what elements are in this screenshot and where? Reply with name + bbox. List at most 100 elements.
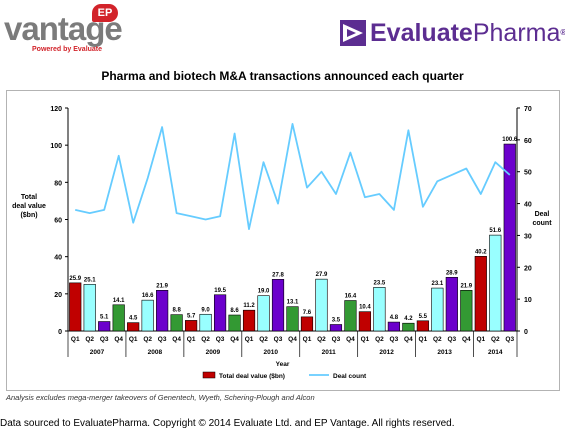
bar-q2 <box>489 234 502 332</box>
bar-q1 <box>242 309 256 332</box>
bar-q3 <box>213 294 227 332</box>
bar-q1 <box>127 322 140 332</box>
bar-value-label: 21.9 <box>460 283 472 289</box>
copyright-notice: Data sourced to EvaluatePharma. Copyrigh… <box>0 418 455 429</box>
bar-value-label: 8.8 <box>172 308 181 314</box>
bar-q2 <box>373 287 386 332</box>
bar-value-label: 19.0 <box>258 289 270 295</box>
x-tick-label: Q1 <box>419 336 428 343</box>
bar-q1 <box>185 320 198 332</box>
x-tick-label: Q3 <box>390 336 399 343</box>
legend-label-deal-value: Total deal value ($bn) <box>219 373 285 380</box>
bar-value-label: 5.5 <box>419 314 428 320</box>
bar-value-label: 13.1 <box>287 300 299 306</box>
bar-q3 <box>445 276 458 332</box>
evaluatepharma-wordmark: EvaluatePharma® <box>370 19 565 47</box>
bar-q4 <box>344 300 357 332</box>
x-tick-label: Q4 <box>230 336 239 343</box>
x-tick-label: Q3 <box>332 336 341 343</box>
bar-q4 <box>112 304 125 332</box>
x-tick-label: Q2 <box>433 336 442 343</box>
evaluatepharma-logo: EvaluatePharma® <box>340 18 565 52</box>
bar-q3 <box>503 143 516 332</box>
bar-q2 <box>315 278 328 332</box>
bar-q1 <box>474 255 487 332</box>
y2-tick-label: 30 <box>524 233 532 240</box>
y-tick-label: 0 <box>58 329 62 336</box>
x-tick-label: Q3 <box>274 336 283 343</box>
y-axis-title: ($bn) <box>20 212 37 219</box>
bar-value-label: 5.1 <box>100 315 109 321</box>
year-label: 2009 <box>206 349 221 356</box>
bar-value-label: 14.1 <box>113 298 125 304</box>
year-label: 2010 <box>264 349 279 356</box>
bar-q4 <box>402 322 415 332</box>
x-tick-label: Q1 <box>303 336 312 343</box>
bar-value-label: 40.2 <box>475 249 487 255</box>
x-axis-title: Year <box>276 361 290 368</box>
x-tick-label: Q2 <box>259 336 268 343</box>
y2-tick-label: 20 <box>524 265 532 272</box>
x-tick-label: Q2 <box>85 336 94 343</box>
y2-axis-title: Deal <box>535 211 550 218</box>
x-tick-label: Q1 <box>245 336 254 343</box>
x-tick-label: Q3 <box>505 336 514 343</box>
bar-q2 <box>141 299 154 332</box>
x-tick-label: Q4 <box>288 336 297 343</box>
x-tick-label: Q4 <box>346 336 355 343</box>
bar-value-label: 4.8 <box>390 315 399 321</box>
y-tick-label: 20 <box>54 292 62 299</box>
bar-value-label: 9.0 <box>201 307 210 313</box>
y2-axis-title: count <box>532 220 552 227</box>
bar-q4 <box>286 306 299 332</box>
bar-q2 <box>431 287 444 332</box>
y-axis-title: deal value <box>12 203 46 210</box>
bar-value-label: 4.2 <box>404 316 413 322</box>
bar-q1 <box>69 282 82 332</box>
x-tick-label: Q1 <box>187 336 196 343</box>
year-label: 2013 <box>437 349 452 356</box>
bar-value-label: 51.6 <box>489 228 501 234</box>
evaluate-mark-icon <box>340 20 366 46</box>
bar-value-label: 100.6 <box>502 137 518 143</box>
bar-value-label: 23.5 <box>374 280 386 286</box>
x-tick-label: Q3 <box>447 336 456 343</box>
bar-value-label: 19.5 <box>214 288 226 294</box>
bar-value-label: 5.7 <box>187 313 196 319</box>
y-axis-title: Total <box>21 194 37 201</box>
bar-q2 <box>257 295 270 332</box>
y-tick-label: 80 <box>54 180 62 187</box>
bar-value-label: 25.9 <box>69 276 81 282</box>
x-tick-label: Q2 <box>201 336 210 343</box>
y-tick-label: 120 <box>50 106 62 113</box>
bar-q1 <box>416 320 429 332</box>
x-tick-label: Q3 <box>158 336 167 343</box>
chart-frame: 0 20 40 60 80 100 120 0 10 20 30 40 50 60 70 25.9 Q1 25.1… <box>6 90 560 391</box>
x-tick-label: Q3 <box>216 336 225 343</box>
bar-q3 <box>98 321 111 332</box>
header: vantage EP Powered by Evaluate EvaluateP… <box>0 0 565 60</box>
y2-tick-label: 50 <box>524 170 532 177</box>
bar-q3 <box>387 321 400 332</box>
bar-q1 <box>300 316 314 332</box>
bar-value-label: 16.6 <box>142 293 154 299</box>
bar-value-label: 11.2 <box>243 303 255 309</box>
x-tick-label: Q3 <box>100 336 109 343</box>
y2-tick-label: 10 <box>524 297 532 304</box>
deal-count-line <box>75 123 511 231</box>
bar-value-label: 7.6 <box>303 310 312 316</box>
ep-tagline: Powered by Evaluate <box>32 46 103 53</box>
year-label: 2012 <box>379 349 394 356</box>
bar-value-label: 27.9 <box>316 272 328 278</box>
bar-q4 <box>460 290 473 332</box>
bar-q3 <box>271 279 285 332</box>
x-tick-label: Q1 <box>129 336 138 343</box>
bar-value-label: 8.6 <box>230 308 239 314</box>
y2-tick-label: 0 <box>524 329 528 336</box>
y-tick-label: 60 <box>54 218 62 225</box>
x-tick-label: Q2 <box>491 336 500 343</box>
bar-q2 <box>83 284 96 332</box>
year-label: 2014 <box>488 349 503 356</box>
bar-q3 <box>156 290 169 332</box>
legend-swatch-deal-value <box>202 371 216 379</box>
